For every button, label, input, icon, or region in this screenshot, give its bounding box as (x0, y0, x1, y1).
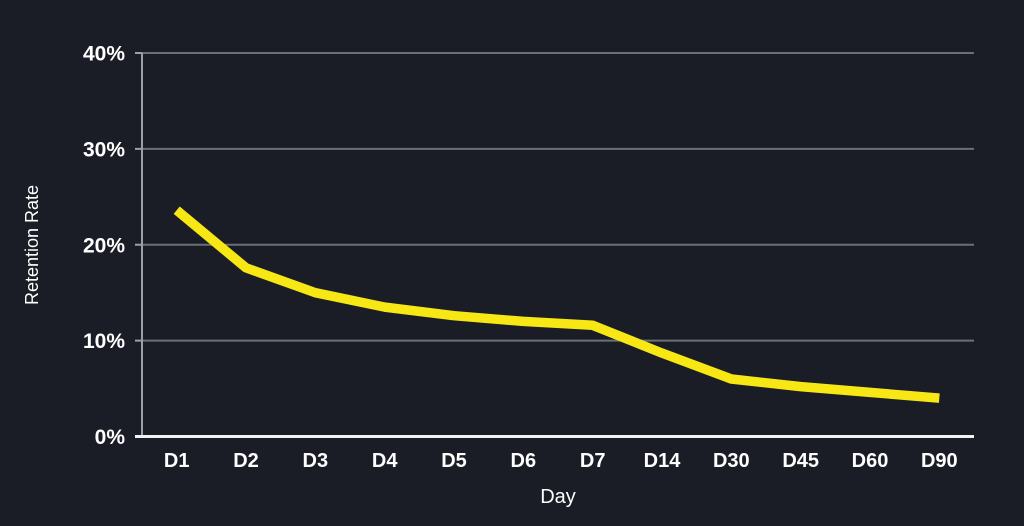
x-tick-label: D4 (372, 450, 398, 472)
y-tick-labels: 0% 10% 20% 30% 40% (83, 43, 125, 450)
x-tick-label: D60 (852, 450, 889, 472)
x-axis-title: Day (540, 486, 576, 508)
y-tick-label: 0% (95, 426, 126, 449)
y-axis-title: Retention Rate (22, 185, 42, 305)
gridlines (142, 52, 974, 342)
x-tick-label: D1 (164, 450, 190, 472)
x-tick-labels: D1 D2 D3 D4 D5 D6 D7 D14 D30 D45 D60 D90 (164, 450, 958, 472)
x-tick-label: D5 (441, 450, 467, 472)
x-tick-label: D3 (303, 450, 329, 472)
x-tick-label: D6 (511, 450, 537, 472)
x-tick-label: D14 (644, 450, 682, 472)
retention-series-line (173, 206, 940, 403)
x-tick-label: D30 (713, 450, 750, 472)
x-tick-label: D2 (233, 450, 259, 472)
y-tick-label: 30% (83, 138, 125, 161)
x-tick-label: D90 (921, 450, 958, 472)
y-tick-label: 20% (83, 234, 125, 257)
x-tick-label: D7 (580, 450, 606, 472)
y-tick-marks (135, 52, 142, 342)
y-tick-label: 10% (83, 330, 125, 353)
x-tick-label: D45 (782, 450, 819, 472)
y-tick-label: 40% (83, 43, 125, 66)
